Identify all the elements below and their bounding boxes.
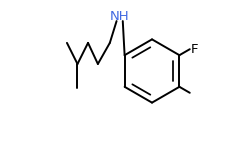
Text: NH: NH xyxy=(110,10,130,23)
Text: F: F xyxy=(191,43,198,56)
